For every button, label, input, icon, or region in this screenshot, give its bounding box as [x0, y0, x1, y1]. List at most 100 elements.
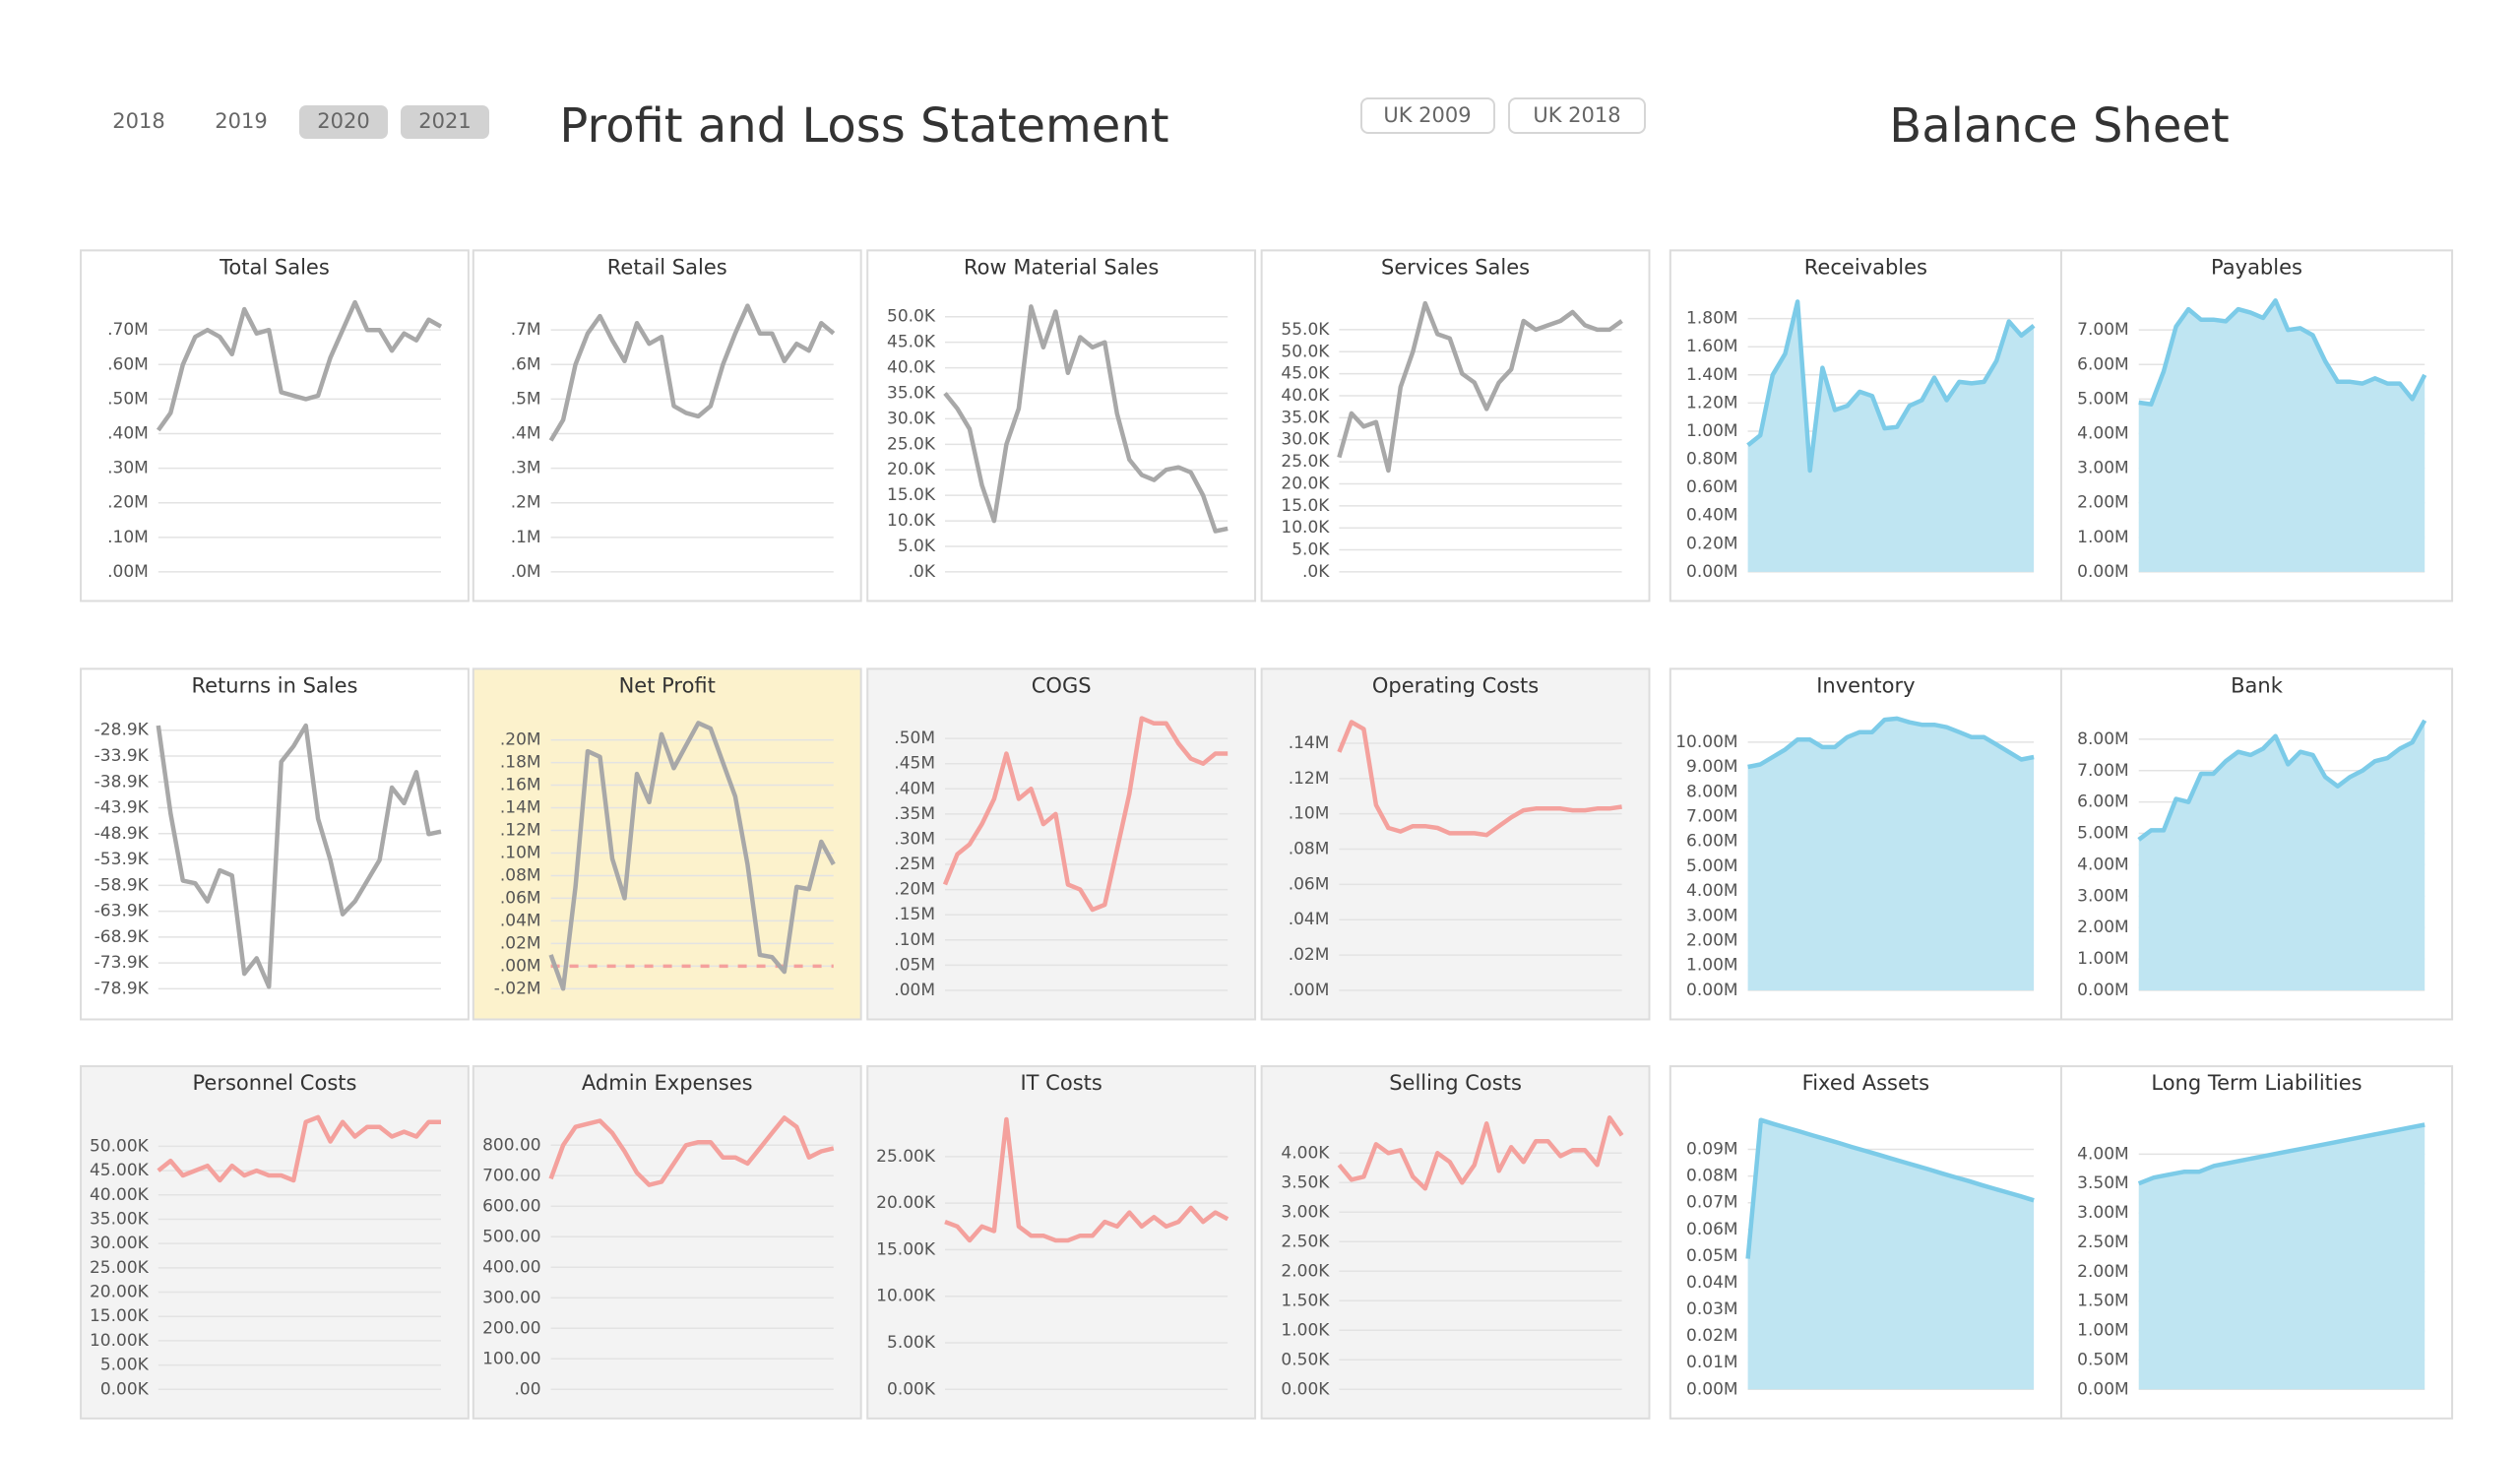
line — [548, 1115, 835, 1187]
year-button[interactable]: 2020 — [317, 109, 369, 133]
y-tick-label: 2.00M — [2077, 1262, 2129, 1282]
area-line — [2138, 298, 2427, 407]
y-tick-label: .10M — [107, 528, 149, 547]
y-tick-label: 500.00 — [482, 1227, 540, 1246]
line — [1337, 1115, 1624, 1191]
y-tick-label: 25.0K — [1281, 452, 1330, 472]
chart-panel: Admin Expenses .00 100.00 200.00 300.00 400.0… — [472, 1065, 862, 1420]
chart-title: Long Term Liabilities — [2151, 1071, 2362, 1095]
line — [157, 1114, 441, 1183]
chart-panel: Retail Sales .0M .1M .2M .3M .4M .5M .6M .7M — [472, 249, 862, 602]
y-tick-label: .10M — [500, 843, 541, 862]
y-tick-label: 10.00M — [1675, 732, 1737, 752]
y-tick-label: -78.9K — [94, 979, 150, 998]
y-tick-label: .00M — [894, 981, 935, 1000]
y-tick-label: 0.00K — [1281, 1379, 1330, 1399]
y-tick-label: 2.00M — [2077, 493, 2129, 513]
y-tick-label: 15.00K — [90, 1306, 150, 1326]
area — [1747, 1119, 2035, 1390]
y-tick-label: 0.00M — [1686, 562, 1738, 582]
chart-panel: Payables 0.00M 1.00M 2.00M 3.00M 4.00M 5.00M 6.… — [2059, 249, 2454, 602]
y-tick-label: 400.00 — [482, 1257, 540, 1277]
y-tick-label: .12M — [500, 821, 541, 841]
y-tick-label: 0.80M — [1686, 450, 1738, 470]
y-tick-label: 30.00K — [90, 1234, 150, 1253]
year-button-bg[interactable] — [299, 105, 388, 139]
y-tick-label: 45.0K — [1281, 364, 1330, 384]
chart-panel: Receivables 0.00M 0.20M 0.40M 0.60M 0.80M 1.00… — [1669, 249, 2062, 602]
y-tick-label: 25.00K — [90, 1258, 150, 1278]
chart-title: Personnel Costs — [193, 1071, 357, 1095]
y-tick-label: 0.07M — [1686, 1193, 1738, 1213]
chart-title: Row Material Sales — [964, 255, 1159, 279]
area-line — [2137, 719, 2427, 842]
y-tick-label: 9.00M — [1686, 757, 1738, 777]
chart-title: Services Sales — [1381, 255, 1530, 279]
y-tick-label: 0.00K — [100, 1379, 150, 1399]
y-tick-label: .14M — [1289, 733, 1330, 753]
chart-panel: Row Material Sales .0K 5.0K 10.0K 15.0K 20.0K… — [866, 249, 1257, 602]
year-button[interactable]: 2018 — [112, 109, 164, 133]
y-tick-label: 1.50K — [1281, 1291, 1330, 1310]
y-tick-label: 5.00M — [2077, 824, 2129, 844]
y-tick-label: -38.9K — [94, 772, 150, 792]
y-tick-label: 10.0K — [887, 511, 936, 531]
chart-title: Operating Costs — [1372, 673, 1539, 697]
y-tick-label: 1.00M — [1686, 421, 1738, 441]
y-tick-label: 0.00K — [887, 1379, 936, 1399]
y-tick-label: 0.50K — [1281, 1350, 1330, 1369]
y-tick-label: 5.00M — [2077, 389, 2129, 409]
y-tick-label: 45.00K — [90, 1161, 150, 1180]
chart-title: Fixed Assets — [1802, 1071, 1929, 1095]
chart-title: Returns in Sales — [191, 673, 357, 697]
y-tick-label: -58.9K — [94, 875, 150, 895]
y-tick-label: .70M — [107, 320, 149, 340]
region-button-bg[interactable] — [1360, 97, 1495, 134]
y-tick-label: 5.00K — [887, 1333, 936, 1353]
y-tick-label: .14M — [500, 798, 541, 818]
y-tick-label: 5.00M — [1686, 856, 1738, 876]
area — [2138, 300, 2426, 572]
y-tick-label: 0.04M — [1686, 1273, 1738, 1293]
y-tick-label: 4.00M — [2077, 1144, 2129, 1164]
y-tick-label: 50.0K — [887, 307, 936, 327]
y-tick-label: .1M — [511, 528, 541, 547]
y-tick-label: 2.50K — [1281, 1232, 1330, 1251]
y-tick-label: 10.00K — [90, 1331, 150, 1351]
y-tick-label: .08M — [500, 865, 541, 885]
y-tick-label: 5.00K — [100, 1356, 150, 1375]
chart-panel: Fixed Assets 0.00M 0.01M 0.02M 0.03M 0.04M 0.0… — [1669, 1065, 2062, 1420]
y-tick-label: 1.80M — [1686, 309, 1738, 329]
y-tick-label: .20M — [107, 493, 149, 513]
region-button[interactable]: UK 2018 — [1533, 103, 1620, 127]
region-button-bg[interactable] — [1508, 97, 1646, 134]
line — [156, 723, 442, 989]
chart-panel: Operating Costs .00M .02M .04M .06M .08M .10M.… — [1260, 667, 1651, 1021]
y-tick-label: -73.9K — [94, 953, 150, 973]
region-button[interactable]: UK 2009 — [1383, 103, 1471, 127]
y-tick-label: 6.00M — [1686, 832, 1738, 852]
y-tick-label: .10M — [1289, 804, 1330, 824]
y-tick-label: 7.00M — [2077, 320, 2129, 340]
year-button[interactable]: 2019 — [215, 109, 267, 133]
year-button[interactable]: 2021 — [418, 109, 471, 133]
y-tick-label: .45M — [894, 754, 935, 774]
line — [1337, 720, 1622, 838]
y-tick-label: 6.00M — [2077, 792, 2129, 812]
y-tick-label: .18M — [500, 753, 541, 773]
panel-bg — [472, 667, 862, 1021]
chart-panel: Inventory 0.00M 1.00M 2.00M 3.00M 4.00M 5.00M 6… — [1669, 667, 2062, 1021]
y-tick-label: 50.00K — [90, 1136, 150, 1156]
y-tick-label: 50.0K — [1281, 342, 1330, 361]
y-tick-label: 0.20M — [1686, 534, 1738, 553]
area-line — [1745, 1117, 2035, 1259]
y-tick-label: 600.00 — [482, 1196, 540, 1216]
line — [548, 721, 836, 991]
line — [944, 1116, 1229, 1243]
year-button-bg[interactable] — [401, 105, 489, 139]
y-tick-label: 7.00M — [1686, 806, 1738, 826]
y-tick-label: 4.00M — [2077, 424, 2129, 444]
y-tick-label: 40.00K — [90, 1185, 150, 1205]
